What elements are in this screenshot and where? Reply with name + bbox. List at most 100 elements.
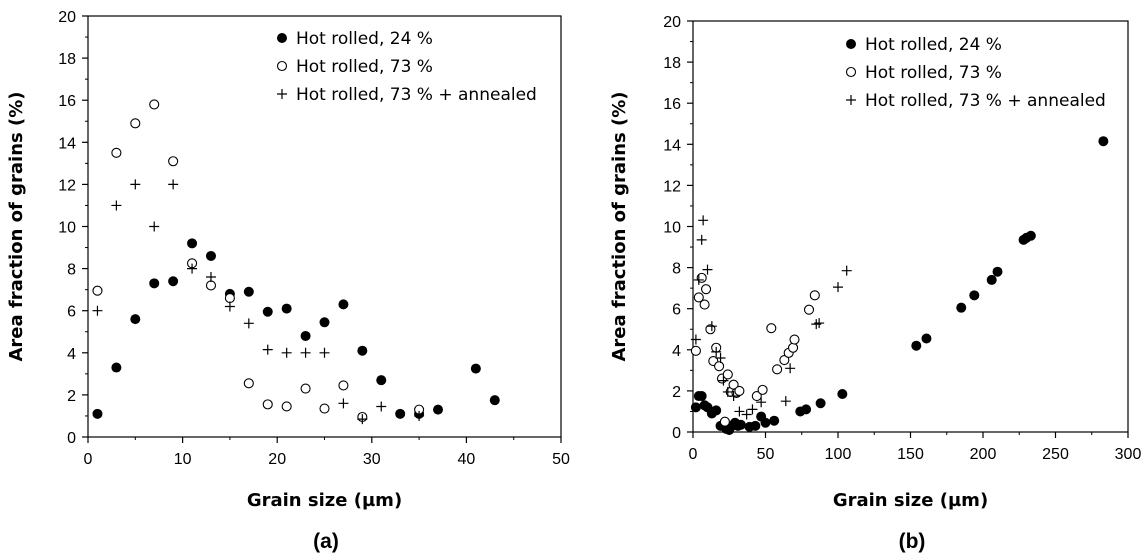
data-point bbox=[414, 410, 425, 421]
data-point bbox=[700, 284, 712, 295]
data-point bbox=[815, 398, 826, 409]
y-tick-label: 14 bbox=[663, 137, 681, 154]
data-point bbox=[149, 221, 160, 232]
data-point bbox=[734, 385, 745, 396]
data-point bbox=[760, 417, 771, 428]
data-point bbox=[711, 405, 722, 416]
data-point bbox=[690, 402, 701, 413]
plus-stroke bbox=[262, 344, 273, 355]
data-point bbox=[780, 396, 791, 407]
data-point bbox=[693, 274, 704, 285]
plus-stroke bbox=[734, 406, 745, 417]
legend-marker bbox=[277, 89, 287, 99]
legend-marker bbox=[276, 60, 288, 72]
y-tick-label: 2 bbox=[67, 388, 76, 405]
data-point bbox=[319, 403, 330, 414]
data-point bbox=[262, 344, 273, 355]
data-point bbox=[766, 323, 777, 334]
data-point bbox=[722, 369, 733, 380]
y-tick-label: 6 bbox=[67, 304, 76, 321]
plus-stroke bbox=[728, 391, 739, 402]
data-point bbox=[841, 265, 852, 276]
plus-stroke bbox=[841, 265, 852, 276]
plus-stroke bbox=[224, 301, 235, 312]
data-point bbox=[243, 378, 254, 389]
legend-label: Hot rolled, 73 % + annealed bbox=[865, 91, 1106, 111]
data-point bbox=[789, 334, 800, 345]
x-tick-label: 50 bbox=[757, 446, 775, 463]
data-point bbox=[489, 395, 500, 406]
data-point bbox=[281, 303, 292, 314]
data-point bbox=[956, 302, 967, 313]
y-tick-label: 20 bbox=[58, 9, 76, 26]
plus-stroke bbox=[814, 318, 825, 329]
data-point bbox=[205, 272, 216, 283]
legend-marker bbox=[846, 39, 856, 49]
data-point bbox=[969, 290, 980, 301]
x-tick-label: 200 bbox=[970, 446, 997, 463]
data-point bbox=[319, 317, 330, 328]
data-point bbox=[205, 250, 216, 261]
x-tick-label: 250 bbox=[1042, 446, 1069, 463]
plus-stroke bbox=[722, 386, 733, 397]
data-point bbox=[243, 286, 254, 297]
x-axis-title: Grain size (µm) bbox=[833, 490, 988, 511]
y-tick-label: 6 bbox=[672, 302, 681, 319]
data-point bbox=[803, 304, 815, 315]
plus-stroke bbox=[92, 305, 103, 316]
y-tick-label: 18 bbox=[663, 55, 681, 72]
data-point bbox=[986, 274, 997, 285]
y-tick-label: 16 bbox=[663, 96, 681, 113]
data-point bbox=[735, 419, 746, 430]
x-axis-title: Grain size (µm) bbox=[247, 490, 402, 511]
plus-stroke bbox=[130, 179, 141, 190]
data-point bbox=[262, 306, 273, 317]
plus-stroke bbox=[833, 282, 843, 293]
data-point bbox=[779, 355, 790, 366]
plus-stroke bbox=[711, 346, 722, 357]
data-point bbox=[715, 353, 726, 364]
plus-stroke bbox=[696, 234, 707, 245]
data-point bbox=[809, 290, 820, 301]
plus-stroke bbox=[780, 396, 791, 407]
plus-stroke bbox=[785, 363, 796, 374]
series-filled-circle bbox=[92, 238, 500, 419]
data-point bbox=[751, 390, 762, 402]
legend-label: Hot rolled, 24 % bbox=[865, 35, 1002, 55]
data-point bbox=[714, 361, 725, 372]
plus-stroke bbox=[846, 95, 856, 105]
data-point bbox=[699, 299, 710, 310]
x-tick-label: 20 bbox=[268, 451, 286, 468]
data-point bbox=[801, 404, 812, 415]
plus-stroke bbox=[277, 89, 287, 99]
data-point bbox=[130, 314, 141, 325]
x-tick-label: 50 bbox=[552, 451, 570, 468]
data-point bbox=[111, 200, 122, 211]
data-point bbox=[693, 292, 704, 303]
plus-stroke bbox=[741, 409, 752, 420]
data-point bbox=[357, 345, 368, 356]
data-point bbox=[833, 282, 843, 293]
plus-stroke bbox=[376, 401, 387, 412]
data-point bbox=[130, 118, 141, 129]
data-point bbox=[281, 347, 292, 358]
plus-stroke bbox=[357, 414, 368, 425]
data-point bbox=[711, 346, 722, 357]
plus-stroke bbox=[205, 272, 216, 283]
x-tick-label: 300 bbox=[1115, 446, 1142, 463]
x-tick-label: 0 bbox=[689, 446, 698, 463]
panel-label: (a) bbox=[313, 530, 339, 553]
data-point bbox=[837, 388, 848, 399]
data-point bbox=[111, 362, 122, 373]
data-point bbox=[814, 318, 825, 329]
x-tick-label: 0 bbox=[84, 451, 93, 468]
data-point bbox=[111, 147, 122, 158]
data-point bbox=[1025, 230, 1036, 241]
data-point bbox=[747, 404, 758, 415]
data-point bbox=[992, 266, 1003, 277]
legend: Hot rolled, 24 % Hot rolled, 73 % Hot roll… bbox=[845, 35, 1106, 111]
data-point bbox=[702, 264, 713, 275]
data-point bbox=[698, 215, 709, 226]
